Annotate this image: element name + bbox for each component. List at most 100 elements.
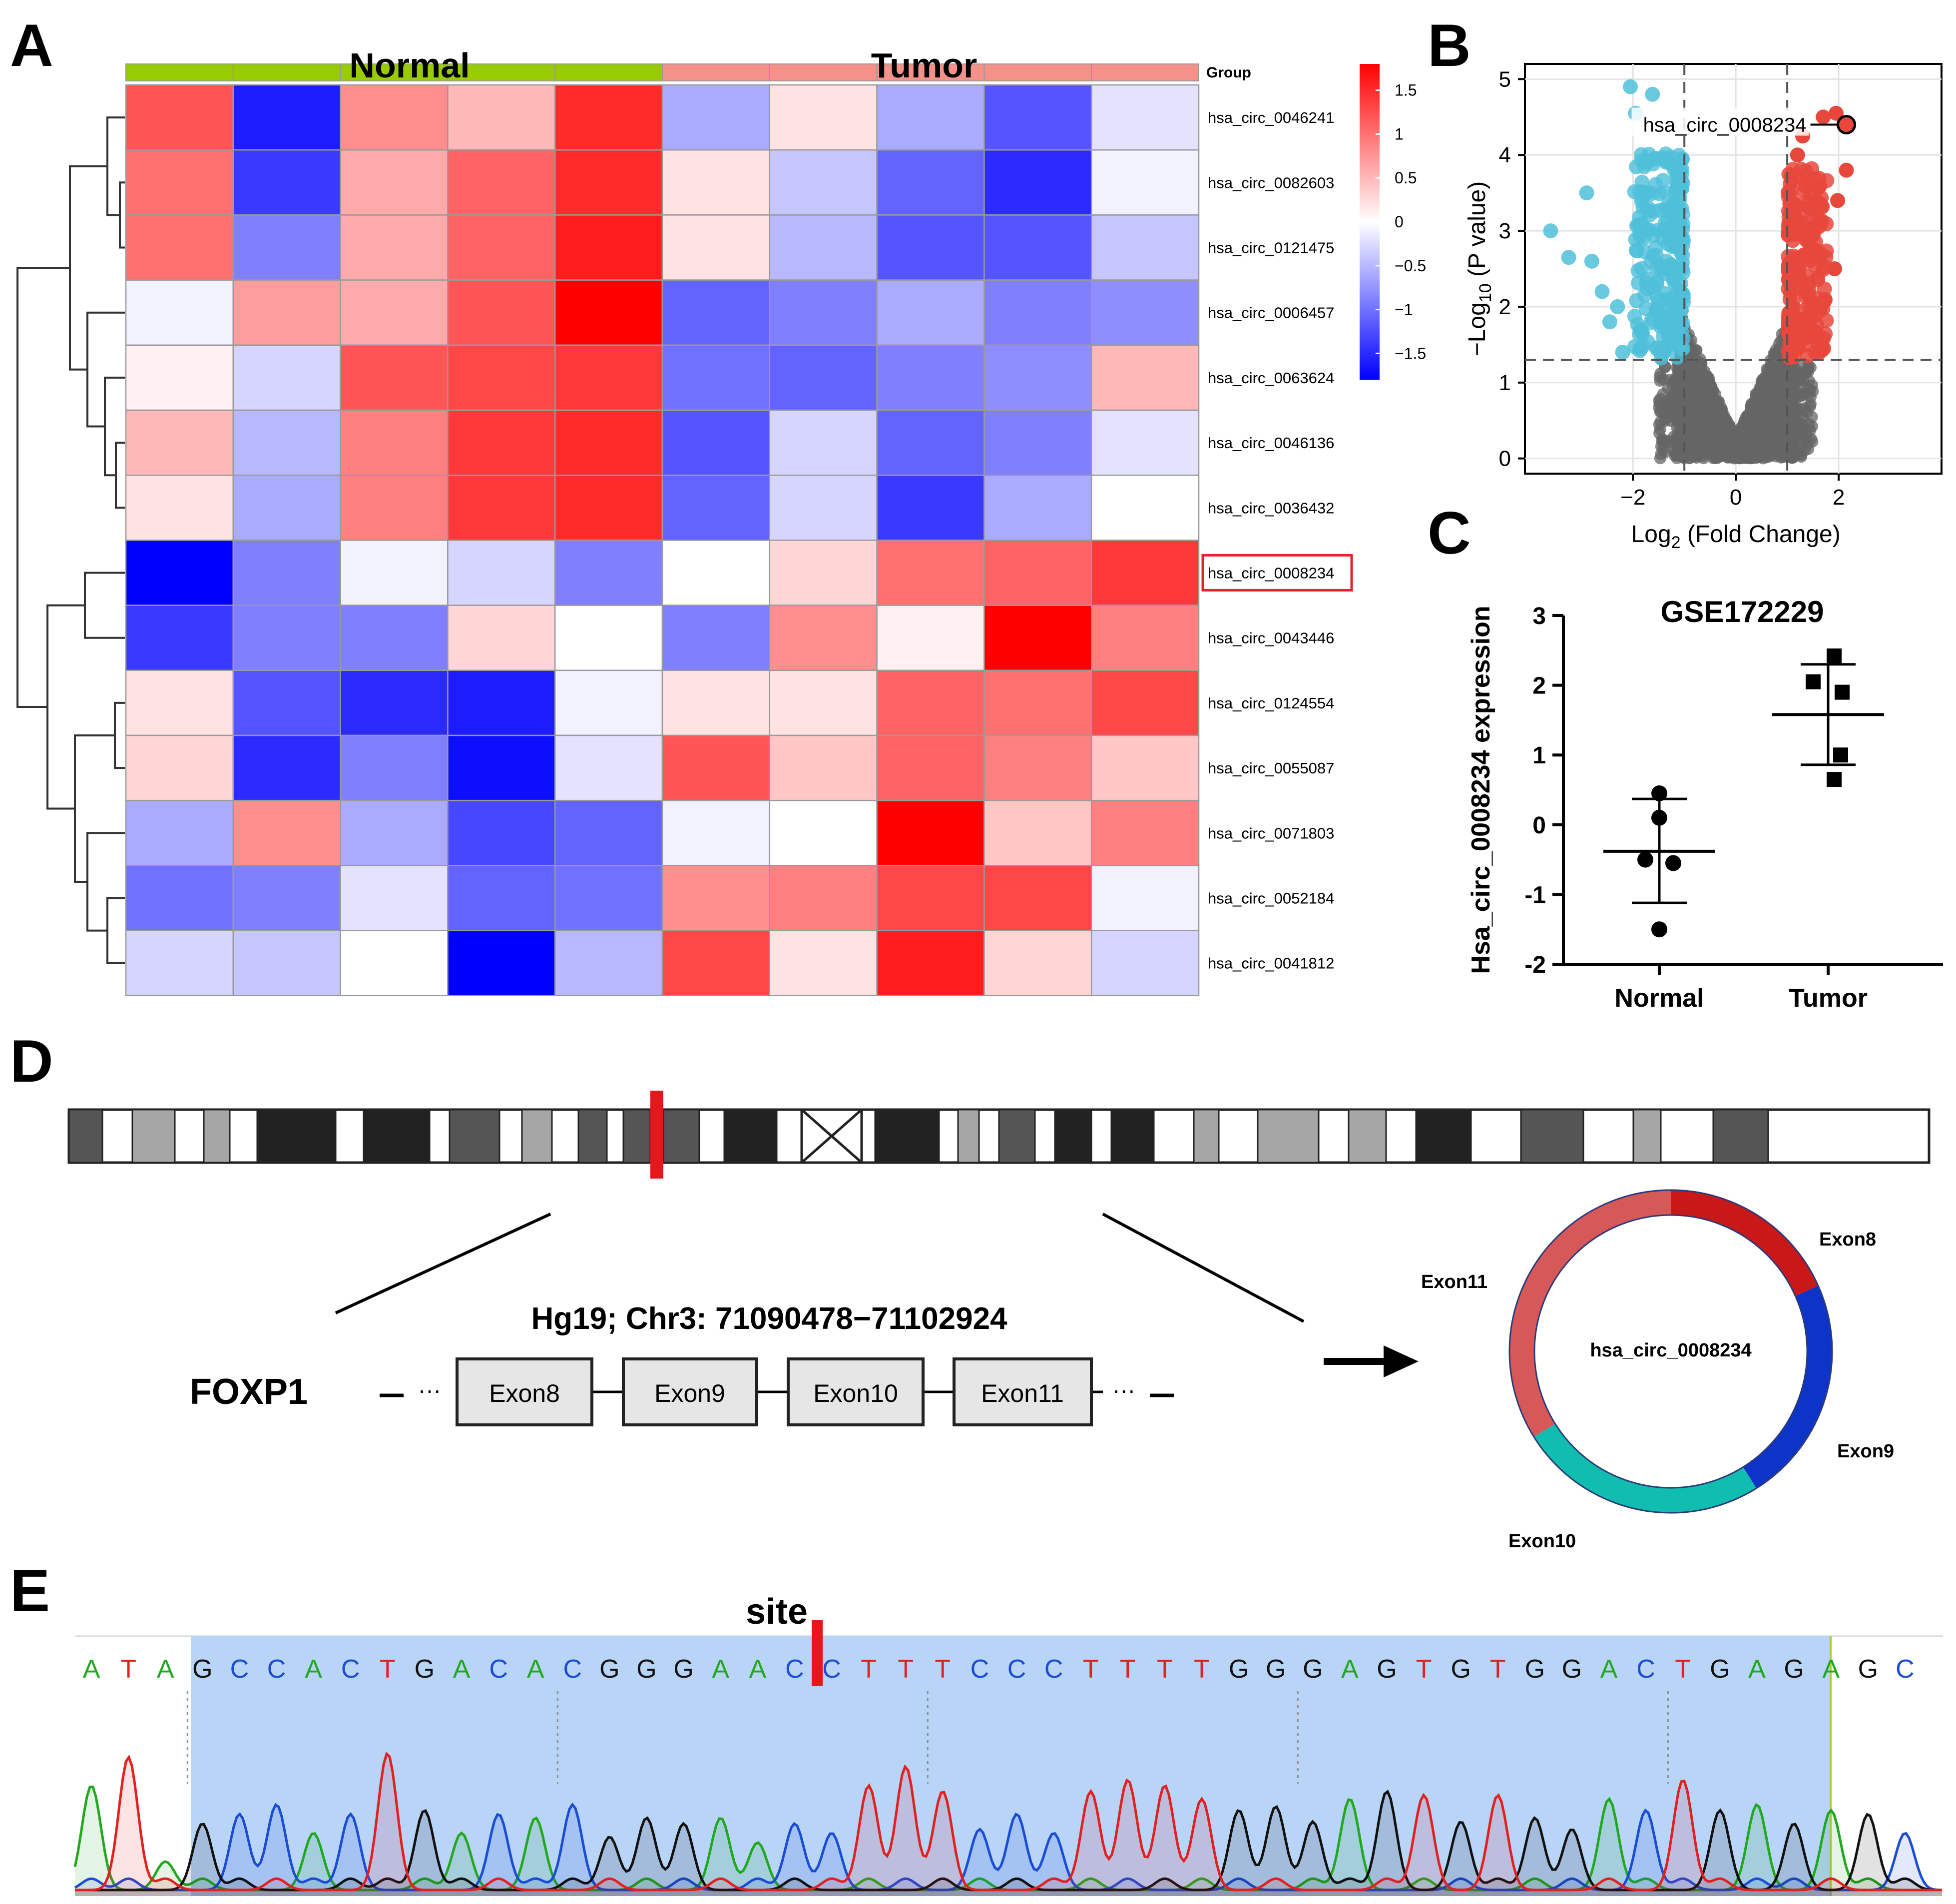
heat-cell xyxy=(125,279,234,346)
down-point xyxy=(1667,300,1683,316)
heat-cell xyxy=(232,279,341,346)
down-point xyxy=(1655,317,1671,332)
base-call: T xyxy=(1120,1655,1136,1684)
ns-point xyxy=(1721,415,1733,428)
down-point xyxy=(1627,309,1642,324)
heat-cell xyxy=(983,149,1092,216)
ring-label-exon8: Exon8 xyxy=(1819,1229,1876,1250)
ns-point xyxy=(1690,369,1703,381)
row-label-hsa-circ-0006457: hsa_circ_0006457 xyxy=(1208,304,1334,322)
base-call: C xyxy=(489,1655,508,1684)
up-point xyxy=(1781,258,1796,274)
base-call: C xyxy=(230,1655,249,1684)
base-call: A xyxy=(749,1655,766,1684)
down-point xyxy=(1633,341,1648,356)
down-point xyxy=(1669,324,1684,339)
base-call: T xyxy=(1083,1655,1099,1684)
heat-cell xyxy=(232,474,341,541)
ring-arc-exon9 xyxy=(1743,1285,1832,1488)
heat-cell xyxy=(125,865,234,931)
row-label-hsa-circ-0071803: hsa_circ_0071803 xyxy=(1208,824,1334,842)
heat-cell xyxy=(876,279,985,346)
y-tick-label: 1 xyxy=(1532,742,1546,769)
down-point xyxy=(1632,217,1648,232)
heat-cell xyxy=(1090,540,1200,606)
chromatogram-gridlines xyxy=(186,1691,1669,1784)
down-point xyxy=(1674,151,1690,167)
base-call: G xyxy=(1784,1655,1804,1684)
group-annotation-label: Group xyxy=(1206,64,1251,81)
base-call: T xyxy=(898,1655,914,1684)
chromosome-band xyxy=(1257,1109,1320,1164)
down-point xyxy=(1666,217,1682,233)
heat-cell xyxy=(340,279,449,346)
base-call: T xyxy=(1157,1655,1173,1684)
group-bar-normal-1 xyxy=(125,63,234,81)
heat-cell xyxy=(447,734,556,801)
heat-cell xyxy=(769,149,878,216)
tumor-point xyxy=(1833,747,1848,763)
heat-cell xyxy=(769,84,878,151)
up-point xyxy=(1808,234,1823,250)
chromosome-band xyxy=(1415,1109,1472,1164)
down-point xyxy=(1543,223,1558,239)
ns-point xyxy=(1789,427,1802,440)
group-bar-normal-5 xyxy=(554,63,663,81)
heat-cell xyxy=(554,930,663,997)
heat-cell xyxy=(1090,734,1200,801)
heat-cell xyxy=(554,84,663,151)
x-tick-label: 0 xyxy=(1730,485,1742,510)
heat-cell xyxy=(340,344,449,411)
heat-cell xyxy=(232,540,341,606)
base-call: G xyxy=(1266,1655,1286,1684)
genomic-coordinates: Hg19; Chr3: 71090478−71102924 xyxy=(531,1301,1007,1336)
down-point xyxy=(1623,79,1638,94)
ns-point xyxy=(1700,416,1713,428)
trace-line-C xyxy=(74,1802,1943,1892)
heat-cell xyxy=(125,605,234,671)
base-call: T xyxy=(1490,1655,1506,1684)
up-point xyxy=(1805,329,1821,345)
base-call: A xyxy=(712,1655,729,1684)
panel-label-d: D xyxy=(10,1028,53,1095)
heat-cell xyxy=(554,734,663,801)
base-call: T xyxy=(380,1655,396,1684)
heat-cell xyxy=(340,540,449,606)
legend-tick-label: −0.5 xyxy=(1395,257,1426,275)
chromosome-band xyxy=(662,1109,700,1164)
x-axis-label: Log2 (Fold Change) xyxy=(1631,521,1841,552)
ns-point xyxy=(1671,361,1683,374)
up-point xyxy=(1814,213,1830,229)
heat-cell xyxy=(1090,865,1200,931)
heat-cell xyxy=(125,409,234,476)
heat-cell xyxy=(232,149,341,216)
heat-cell xyxy=(232,84,341,151)
base-call: C xyxy=(822,1655,841,1684)
dendrogram-branch xyxy=(16,267,70,708)
heat-cell xyxy=(661,409,771,476)
heat-cell xyxy=(876,669,985,736)
heat-cell xyxy=(447,84,556,151)
down-point xyxy=(1610,299,1625,314)
up-point xyxy=(1790,341,1805,356)
base-call: G xyxy=(636,1655,656,1684)
y-axis-label-rest: (P value) xyxy=(1464,181,1490,284)
down-point xyxy=(1584,253,1599,269)
heat-cell xyxy=(983,474,1092,541)
row-label-hsa-circ-0121475: hsa_circ_0121475 xyxy=(1208,239,1334,257)
group-bar-tumor-5 xyxy=(1091,63,1199,81)
down-point xyxy=(1628,159,1644,174)
down-point xyxy=(1645,249,1661,264)
heat-cell xyxy=(125,344,234,411)
legend-tick-label: 1 xyxy=(1395,125,1404,143)
row-label-hsa-circ-0036432: hsa_circ_0036432 xyxy=(1208,499,1334,517)
ring-inner-border xyxy=(1533,1214,1808,1489)
ns-point xyxy=(1658,407,1670,420)
ring-label-exon9: Exon9 xyxy=(1837,1441,1894,1462)
ns-point xyxy=(1686,409,1698,421)
volcano-threshold-lines xyxy=(1525,64,1942,474)
heat-cell xyxy=(983,865,1092,931)
ns-point xyxy=(1722,448,1734,461)
heat-cell xyxy=(125,84,234,151)
ring-arc-exon10 xyxy=(1534,1423,1757,1513)
